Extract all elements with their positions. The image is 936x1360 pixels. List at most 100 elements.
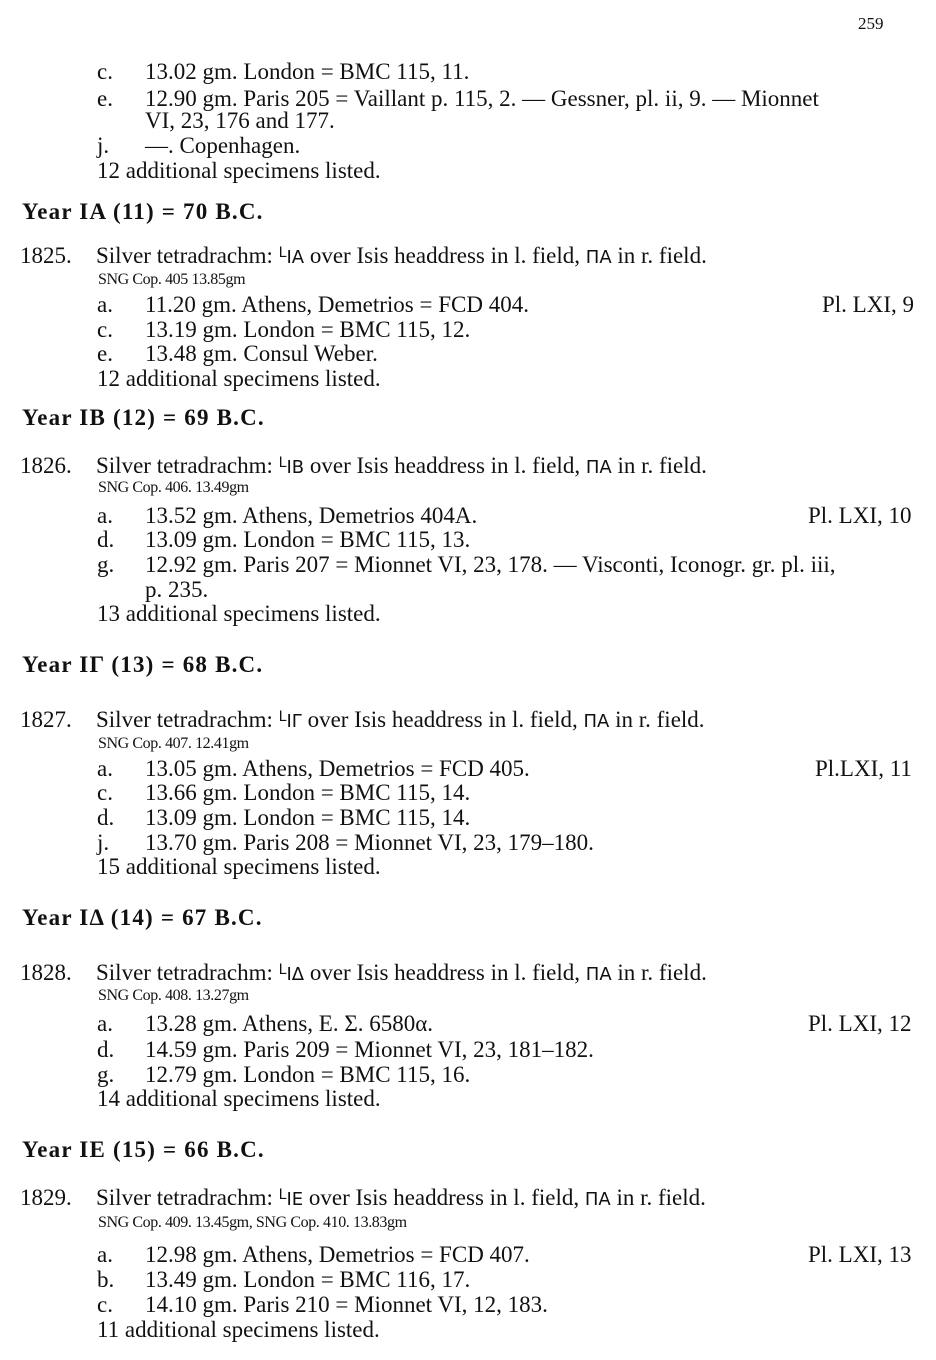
desc-pre: Silver tetradrachm: bbox=[96, 243, 279, 268]
additional-specimens: 12 additional specimens listed. bbox=[97, 366, 381, 391]
year-mark: L bbox=[278, 709, 287, 725]
plate-reference: Pl. LXI, 10 bbox=[808, 503, 912, 528]
item-text: 11.20 gm. Athens, Demetrios = FCD 404. bbox=[145, 292, 529, 317]
item-text: 13.02 gm. London = BMC 115, 11. bbox=[145, 59, 470, 84]
item-text: 14.59 gm. Paris 209 = Mionnet VI, 23, 18… bbox=[145, 1037, 594, 1062]
desc-post: in r. field. bbox=[611, 453, 707, 478]
year-heading: Year IE (15) = 66 B.C. bbox=[22, 1137, 265, 1162]
item-label: c. bbox=[97, 780, 113, 805]
monogram: ΠΑ bbox=[585, 457, 612, 478]
plate-reference: Pl. LXI, 13 bbox=[808, 1242, 912, 1267]
desc-mid: over Isis headdress in l. field, bbox=[303, 1185, 585, 1210]
year-mark: L bbox=[278, 962, 287, 978]
catalog-number: 1829. bbox=[20, 1185, 72, 1210]
desc-pre: Silver tetradrachm: bbox=[96, 453, 279, 478]
additional-specimens: 11 additional specimens listed. bbox=[97, 1317, 380, 1342]
item-label: a. bbox=[97, 756, 113, 781]
catalog-number: 1828. bbox=[20, 960, 72, 985]
desc-post: in r. field. bbox=[610, 1185, 706, 1210]
page-number: 259 bbox=[858, 14, 884, 33]
item-text: 13.05 gm. Athens, Demetrios = FCD 405. bbox=[145, 756, 530, 781]
sng-reference: SNG Cop. 409. 13.45gm, SNG Cop. 410. 13.… bbox=[98, 1214, 407, 1231]
year-symbol: IA bbox=[286, 247, 305, 268]
additional-specimens: 14 additional specimens listed. bbox=[97, 1086, 381, 1111]
item-label: a. bbox=[97, 292, 113, 317]
item-label: d. bbox=[97, 1037, 115, 1062]
item-label: d. bbox=[97, 805, 115, 830]
sng-reference: SNG Cop. 406. 13.49gm bbox=[98, 479, 249, 496]
monogram: ΠΑ bbox=[585, 964, 612, 985]
catalog-number: 1825. bbox=[20, 243, 72, 268]
plate-reference: Pl.LXI, 11 bbox=[815, 756, 912, 781]
desc-mid: over Isis headdress in l. field, bbox=[301, 707, 584, 732]
catalog-number: 1827. bbox=[20, 707, 72, 732]
item-text: 13.09 gm. London = BMC 115, 14. bbox=[145, 805, 471, 830]
desc-post: in r. field. bbox=[611, 243, 707, 268]
desc-mid: over Isis headdress in l. field, bbox=[304, 243, 586, 268]
year-symbol: IE bbox=[286, 1189, 304, 1210]
desc-pre: Silver tetradrachm: bbox=[96, 707, 279, 732]
desc-post: in r. field. bbox=[611, 960, 707, 985]
item-label: a. bbox=[97, 503, 113, 528]
item-label: j. bbox=[97, 133, 110, 158]
item-text: 13.49 gm. London = BMC 116, 17. bbox=[145, 1267, 471, 1292]
item-label: e. bbox=[97, 341, 113, 366]
item-text: 13.09 gm. London = BMC 115, 13. bbox=[145, 527, 471, 552]
item-label: g. bbox=[97, 1062, 115, 1087]
coin-description: Silver tetradrachm: LIΔ over Isis headdr… bbox=[96, 960, 707, 989]
item-label: b. bbox=[97, 1267, 115, 1292]
coin-description: Silver tetradrachm: LIB over Isis headdr… bbox=[96, 453, 707, 482]
item-text: 13.48 gm. Consul Weber. bbox=[145, 341, 378, 366]
additional-specimens: 15 additional specimens listed. bbox=[97, 854, 381, 879]
coin-description: Silver tetradrachm: LIE over Isis headdr… bbox=[96, 1185, 706, 1214]
item-label: c. bbox=[97, 1292, 113, 1317]
item-text: 12.98 gm. Athens, Demetrios = FCD 407. bbox=[145, 1242, 530, 1267]
additional-specimens: 12 additional specimens listed. bbox=[97, 158, 381, 183]
item-label: c. bbox=[97, 59, 113, 84]
catalog-number: 1826. bbox=[20, 453, 72, 478]
sng-reference: SNG Cop. 408. 13.27gm bbox=[98, 987, 249, 1004]
item-text: 13.70 gm. Paris 208 = Mionnet VI, 23, 17… bbox=[145, 830, 594, 855]
monogram: ΠΑ bbox=[585, 247, 612, 268]
item-text: 12.90 gm. Paris 205 = Vaillant p. 115, 2… bbox=[145, 86, 819, 111]
monogram: ΠΑ bbox=[583, 711, 610, 732]
item-text: 13.19 gm. London = BMC 115, 12. bbox=[145, 317, 471, 342]
desc-pre: Silver tetradrachm: bbox=[96, 1185, 279, 1210]
item-text-continued: p. 235. bbox=[145, 577, 209, 602]
year-heading: Year IA (11) = 70 B.C. bbox=[22, 199, 264, 224]
item-label: c. bbox=[97, 317, 113, 342]
desc-mid: over Isis headdress in l. field, bbox=[304, 453, 586, 478]
year-heading: Year IΔ (14) = 67 B.C. bbox=[22, 905, 263, 930]
item-label: j. bbox=[97, 830, 110, 855]
year-heading: Year IB (12) = 69 B.C. bbox=[22, 405, 265, 430]
item-label: a. bbox=[97, 1011, 113, 1036]
year-mark: L bbox=[278, 455, 287, 471]
item-label: d. bbox=[97, 527, 115, 552]
desc-pre: Silver tetradrachm: bbox=[96, 960, 279, 985]
item-text: 13.52 gm. Athens, Demetrios 404A. bbox=[145, 503, 478, 528]
year-mark: L bbox=[278, 1187, 287, 1203]
item-text: 12.92 gm. Paris 207 = Mionnet VI, 23, 17… bbox=[145, 552, 836, 577]
sng-reference: SNG Cop. 407. 12.41gm bbox=[98, 735, 249, 752]
additional-specimens: 13 additional specimens listed. bbox=[97, 601, 381, 626]
item-label: e. bbox=[97, 86, 113, 111]
year-mark: L bbox=[278, 245, 287, 261]
desc-post: in r. field. bbox=[609, 707, 705, 732]
item-text: 14.10 gm. Paris 210 = Mionnet VI, 12, 18… bbox=[145, 1292, 548, 1317]
item-text: 12.79 gm. London = BMC 115, 16. bbox=[145, 1062, 471, 1087]
plate-reference: Pl. LXI, 12 bbox=[808, 1011, 912, 1036]
desc-mid: over Isis headdress in l. field, bbox=[304, 960, 586, 985]
year-heading: Year IΓ (13) = 68 B.C. bbox=[22, 652, 264, 677]
item-label: a. bbox=[97, 1242, 113, 1267]
item-text: 13.28 gm. Athens, E. Σ. 6580α. bbox=[145, 1011, 434, 1036]
coin-description: Silver tetradrachm: LIA over Isis headdr… bbox=[96, 243, 707, 272]
plate-reference: Pl. LXI, 9 bbox=[822, 292, 914, 317]
item-text-continued: VI, 23, 176 and 177. bbox=[145, 108, 335, 133]
year-symbol: IΓ bbox=[286, 711, 302, 732]
item-label: g. bbox=[97, 552, 115, 577]
year-symbol: IB bbox=[286, 457, 305, 478]
year-symbol: IΔ bbox=[286, 964, 305, 985]
item-text: 13.66 gm. London = BMC 115, 14. bbox=[145, 780, 471, 805]
sng-reference: SNG Cop. 405 13.85gm bbox=[98, 271, 246, 288]
